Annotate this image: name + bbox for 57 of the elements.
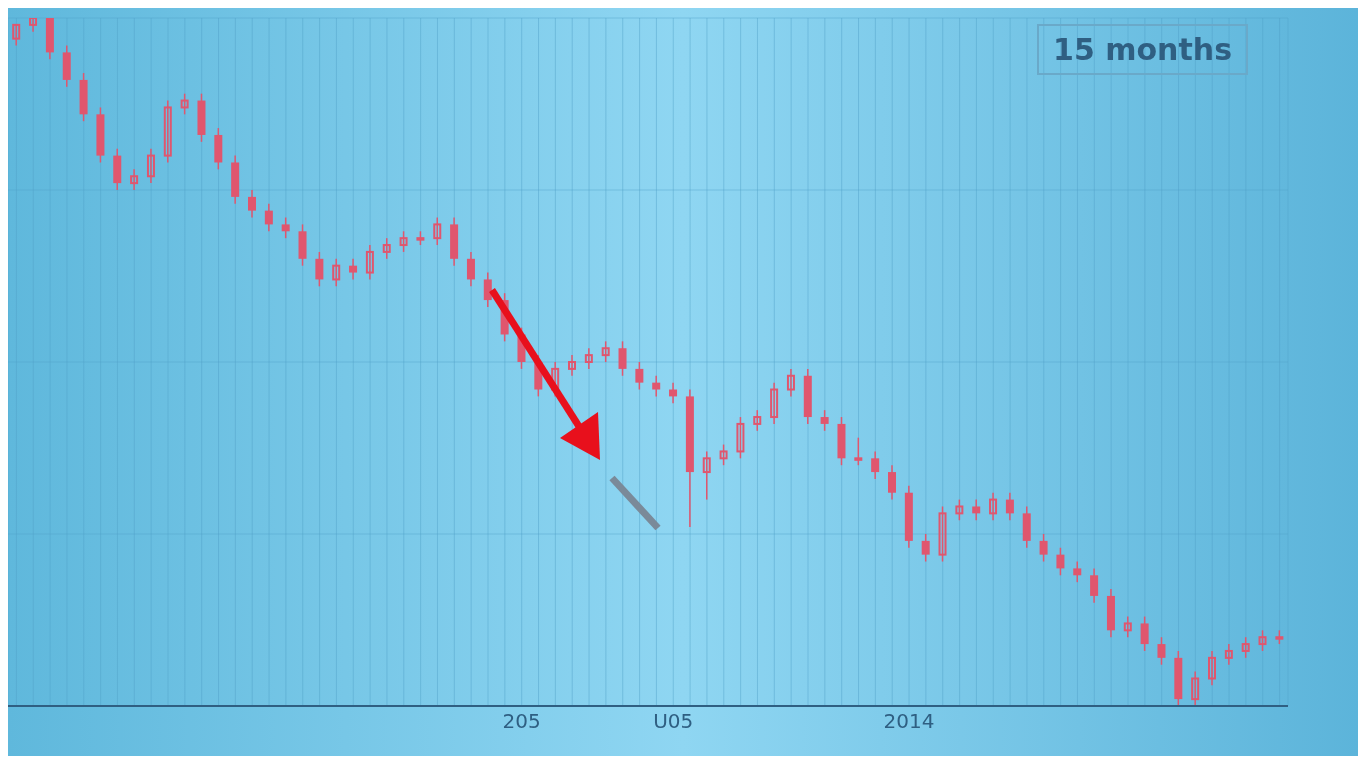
candlestick: [770, 381, 779, 425]
candlestick: [365, 244, 374, 281]
candlestick: [163, 99, 172, 164]
candlestick: [264, 203, 273, 233]
candlestick: [1056, 547, 1065, 577]
candlestick: [584, 347, 593, 370]
candlestick: [1039, 533, 1048, 563]
candlestick: [551, 361, 560, 398]
candlestick: [130, 168, 139, 191]
candlestick: [315, 251, 324, 288]
candlestick: [786, 368, 795, 398]
candlestick: [146, 147, 155, 184]
candlestick: [180, 92, 189, 116]
candlestick: [955, 498, 964, 521]
candlestick: [248, 189, 256, 219]
candlestick: [29, 18, 38, 33]
candlestick: [1258, 629, 1267, 652]
candlestick: [635, 361, 644, 391]
candlestick: [719, 443, 728, 466]
text: 15 months: [1037, 24, 1248, 75]
candlestick: [1073, 560, 1082, 583]
candlestick: [753, 409, 762, 432]
candlestick: [921, 533, 930, 563]
x-tick-label: U05: [653, 709, 694, 734]
candlestick: [1005, 491, 1014, 521]
candlestick: [1241, 636, 1250, 659]
candlestick: [989, 491, 998, 521]
candlestick: [1191, 670, 1200, 706]
candlestick: [1208, 650, 1216, 687]
candlestick: [618, 340, 627, 377]
candlestick: [12, 23, 21, 47]
candlestick: [601, 340, 610, 363]
candlestick: [1140, 615, 1149, 652]
candlestick: [399, 230, 408, 253]
candlestick: [854, 436, 863, 466]
candlestick: [736, 416, 745, 460]
candlestick: [972, 498, 981, 521]
candlestick: [483, 271, 492, 308]
candlestick: [349, 258, 358, 281]
candlestick: [1157, 636, 1166, 666]
candlestick: [1090, 567, 1099, 604]
candlestick: [888, 464, 896, 501]
candlestick: [281, 216, 290, 239]
candlestick: [433, 216, 442, 246]
candlestick: [702, 450, 711, 501]
candlestick: [1224, 643, 1233, 666]
candlestick: [382, 237, 391, 260]
candlestick: [820, 409, 829, 432]
candlestick: [568, 354, 576, 377]
candlestick: [871, 450, 880, 480]
x-tick-label: 205: [502, 709, 541, 734]
x-tick-label: 2014: [883, 709, 935, 734]
candlestick: [938, 505, 947, 563]
candlestick: [1123, 615, 1132, 638]
candlestick: [466, 251, 475, 288]
candlestick: [332, 258, 341, 288]
candlestick: [652, 375, 661, 398]
